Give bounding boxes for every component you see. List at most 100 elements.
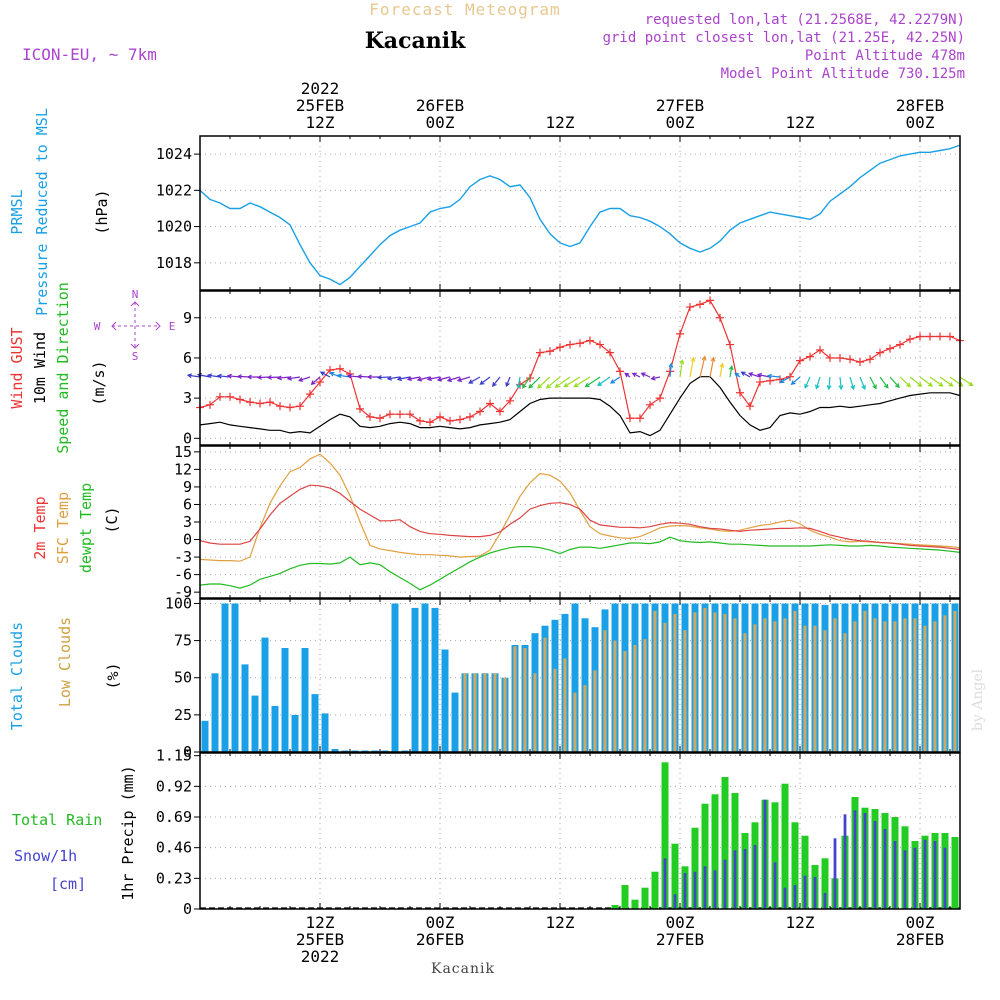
snow-bar	[793, 885, 797, 909]
gust-point	[946, 332, 954, 341]
gust-point	[206, 400, 214, 409]
wind-arrow	[266, 374, 281, 380]
low-cloud-bar	[913, 618, 917, 752]
low-cloud-bar	[813, 625, 817, 752]
gust-point	[856, 357, 864, 366]
panel-frame-pressure	[199, 135, 961, 291]
wind-arrow	[766, 373, 781, 379]
gust-point	[546, 347, 554, 356]
y-tick-label: 3	[183, 513, 192, 531]
rain-bar	[671, 843, 679, 909]
time-label-bottom: 00Z	[906, 913, 935, 932]
low-cloud-bar	[633, 645, 637, 752]
total-cloud-bar	[251, 695, 259, 752]
gust-point	[896, 340, 904, 349]
snow-bar	[733, 850, 737, 909]
low-cloud-bar	[933, 621, 937, 752]
snow-bar	[893, 841, 897, 909]
celsius-label: (C)	[103, 506, 121, 533]
rain-bar	[611, 905, 619, 909]
gust-point	[616, 367, 624, 376]
wind-arrow	[468, 376, 481, 384]
total-cloud-bar	[331, 749, 339, 752]
wind-arrow	[446, 376, 461, 383]
wind-arrow	[889, 376, 900, 389]
total-cloud-bar	[391, 603, 399, 752]
low-cloud-bar	[543, 637, 547, 752]
y-tick-label: 1024	[156, 145, 192, 163]
low-cloud-bar	[803, 625, 807, 752]
gust-point	[706, 296, 714, 305]
time-label-top: 00Z	[426, 113, 455, 132]
total-cloud-bar	[241, 664, 249, 752]
snow-bar	[843, 814, 847, 909]
wind-arrow	[815, 376, 821, 390]
gust-point	[296, 402, 304, 411]
compass-south: S	[132, 350, 139, 363]
rain-bar	[781, 783, 789, 909]
low-cloud-bar	[623, 651, 627, 752]
rain-bar	[951, 837, 959, 909]
compass-north: N	[132, 288, 139, 301]
low-cloud-bar	[843, 633, 847, 752]
snow-bar	[873, 821, 877, 909]
wind-arrow	[386, 375, 401, 381]
y-tick-label: 0	[183, 531, 192, 549]
wind-arrow	[719, 362, 725, 378]
rain-bar	[621, 885, 629, 909]
snow-bar	[743, 849, 747, 909]
model-label: ICON-EU, ~ 7km	[22, 45, 157, 64]
snow-bar	[933, 841, 937, 909]
total-cloud-bar	[271, 706, 279, 752]
low-cloud-bar	[683, 630, 687, 752]
gust-point	[506, 396, 514, 405]
wind-arrow	[849, 376, 855, 391]
total-cloud-bar	[231, 603, 239, 752]
low-cloud-bar	[773, 621, 777, 752]
gust-point	[316, 378, 324, 387]
grid-layer	[200, 136, 960, 910]
low-cloud-bar	[713, 612, 717, 752]
snow-bar	[673, 894, 677, 909]
gust-point	[756, 378, 764, 387]
y-tick-label: 15	[174, 443, 192, 461]
gust-point	[456, 415, 464, 424]
wind-arrow	[748, 372, 761, 378]
y-tick-label: 1.15	[156, 747, 192, 765]
wind-arrow	[919, 376, 934, 387]
y-tick-label: 50	[174, 669, 192, 687]
wind-arrow	[596, 376, 611, 387]
snow-bar	[823, 893, 827, 909]
low-cloud-bar	[873, 618, 877, 752]
pressure-label: Pressure Reduced to MSL	[33, 108, 51, 316]
low-cloud-bar	[613, 640, 617, 752]
footer-location: Kacanik	[431, 961, 495, 977]
y-tick-label: 12	[174, 460, 192, 478]
snow-bar	[943, 847, 947, 909]
time-label-top: 28FEB	[896, 96, 944, 115]
total-cloud-bar	[451, 692, 459, 752]
snow-bar	[803, 875, 807, 909]
snow-bar	[813, 877, 817, 909]
gust-point	[486, 399, 494, 408]
gust-point	[416, 416, 424, 425]
wind-arrow	[456, 376, 471, 383]
gust-point	[446, 416, 454, 425]
gust-point	[736, 388, 744, 397]
gust-point	[256, 399, 264, 408]
y-tick-label: 0	[183, 743, 192, 761]
gust-point	[926, 332, 934, 341]
wind-arrow	[186, 373, 201, 379]
snow-bar	[763, 799, 767, 909]
wind-arrow	[426, 376, 441, 382]
wind-arrow	[668, 362, 674, 378]
gust-point	[816, 345, 824, 354]
y-tick-label: -3	[174, 548, 192, 566]
gust-point	[556, 343, 564, 352]
gust-point	[306, 390, 314, 399]
gust-point	[626, 414, 634, 423]
rain-bar	[641, 887, 649, 909]
y-tick-label: 100	[165, 594, 192, 612]
gust-point	[266, 398, 274, 407]
total-cloud-bar	[281, 648, 289, 752]
